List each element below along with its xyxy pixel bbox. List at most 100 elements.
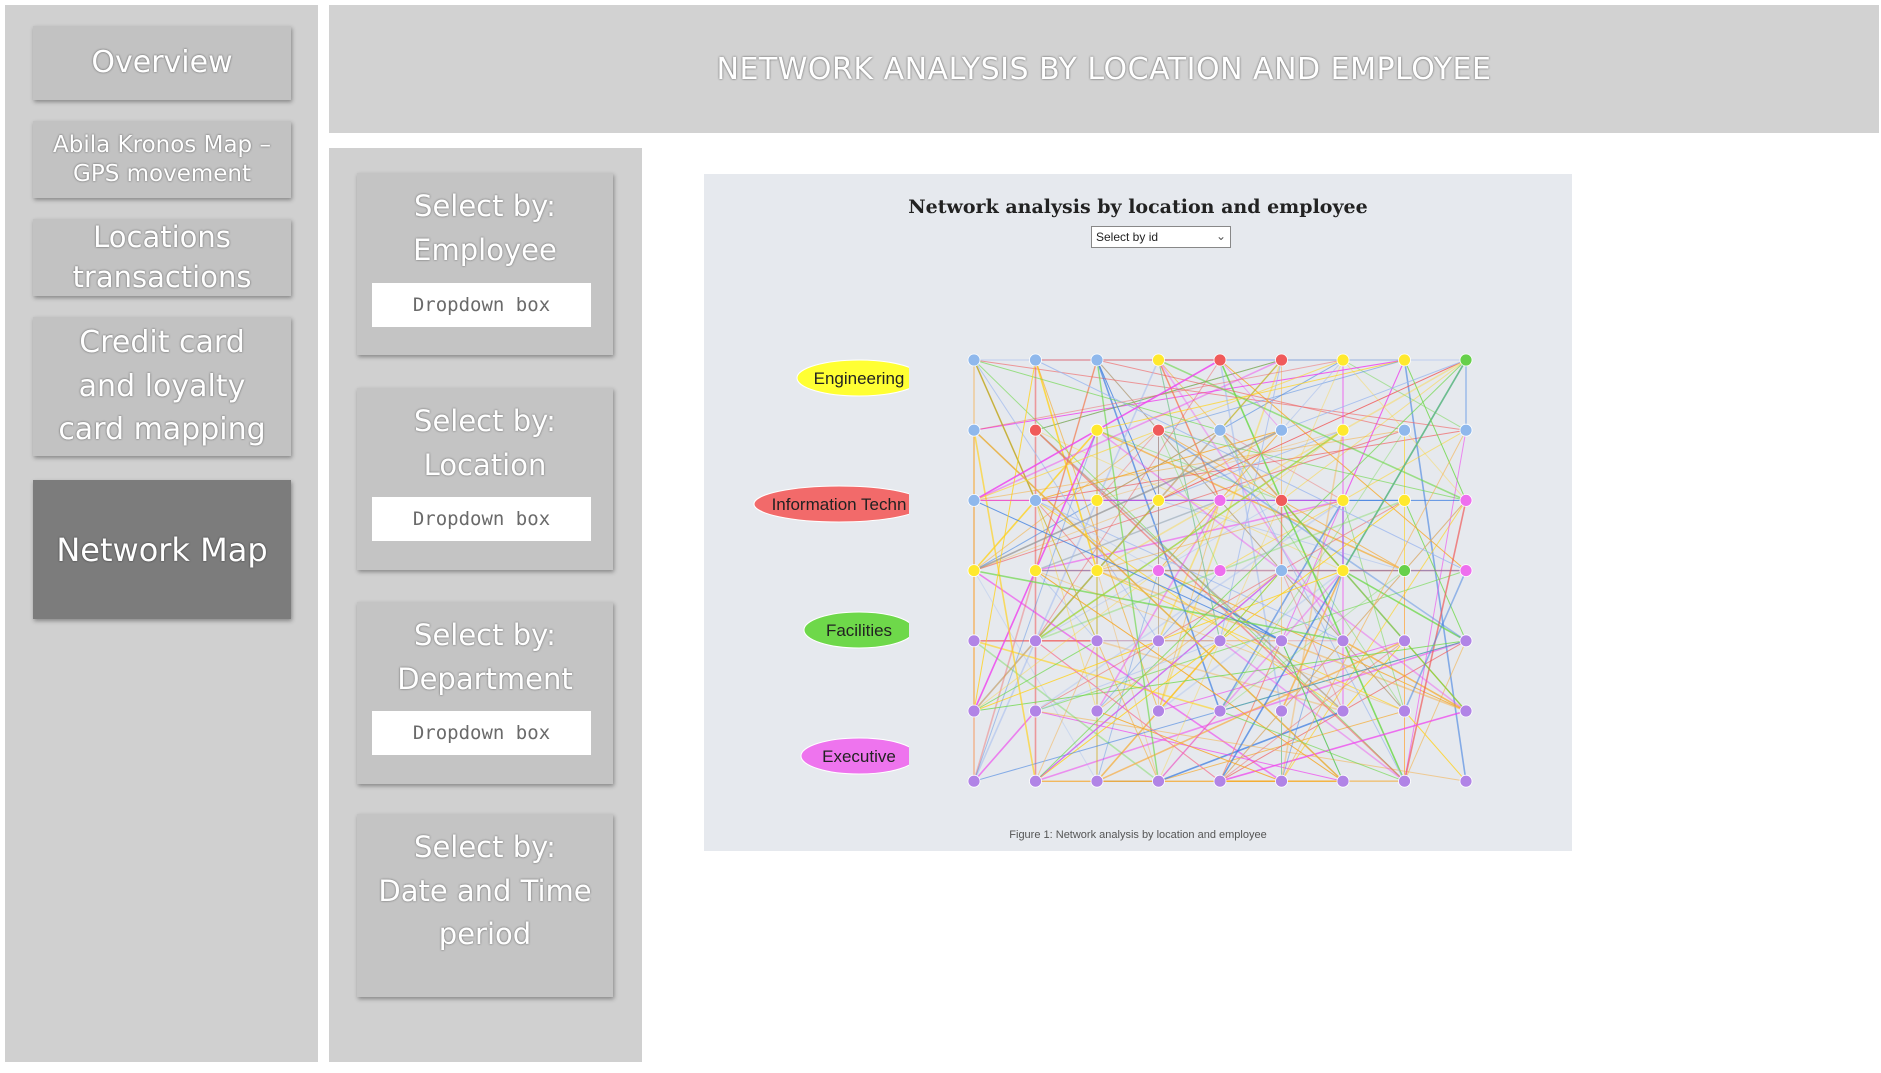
network-node[interactable] xyxy=(1336,634,1350,648)
network-edge xyxy=(1096,429,1159,501)
network-node[interactable] xyxy=(1213,704,1227,718)
network-node[interactable] xyxy=(1336,774,1350,788)
network-edge xyxy=(1035,500,1098,571)
network-edge xyxy=(1404,359,1467,501)
network-node[interactable] xyxy=(1213,493,1227,507)
network-node[interactable] xyxy=(1029,423,1042,437)
network-node[interactable] xyxy=(1213,353,1227,367)
network-edge xyxy=(1281,640,1344,782)
network-node[interactable] xyxy=(1029,353,1042,367)
department-dropdown[interactable]: Dropdown box xyxy=(372,711,591,755)
nav-card-mapping-button[interactable]: Credit card and loyalty card mapping xyxy=(33,317,291,456)
network-node[interactable] xyxy=(967,704,981,718)
network-edge xyxy=(973,359,1221,431)
network-node[interactable] xyxy=(1459,493,1473,507)
network-edge xyxy=(1035,570,1282,782)
network-node[interactable] xyxy=(1336,353,1350,367)
network-node[interactable] xyxy=(1213,774,1227,788)
nav-gps-map-button[interactable]: Abila Kronos Map – GPS movement xyxy=(33,121,291,198)
network-edge xyxy=(1096,570,1405,712)
network-edge xyxy=(1035,499,1159,572)
network-node[interactable] xyxy=(1090,353,1104,367)
network-edge xyxy=(1281,359,1467,431)
network-node[interactable] xyxy=(967,564,981,578)
network-node[interactable] xyxy=(1336,493,1350,507)
network-node[interactable] xyxy=(1275,423,1288,437)
network-node[interactable] xyxy=(1090,704,1104,718)
network-edge xyxy=(1219,429,1405,712)
date-time-filter-card[interactable]: Select by: Date and Time period xyxy=(357,814,613,997)
network-edge xyxy=(1035,500,1098,712)
network-node[interactable] xyxy=(1398,564,1411,578)
network-node[interactable] xyxy=(967,493,981,507)
network-node[interactable] xyxy=(1275,493,1288,507)
network-node[interactable] xyxy=(1213,634,1227,648)
network-edge xyxy=(1035,499,1221,572)
network-node[interactable] xyxy=(1459,423,1473,437)
network-node[interactable] xyxy=(1398,493,1411,507)
network-node[interactable] xyxy=(967,423,981,437)
network-edge xyxy=(973,430,1037,782)
network-node[interactable] xyxy=(1336,564,1350,578)
network-node[interactable] xyxy=(967,634,981,648)
network-node[interactable] xyxy=(1090,493,1104,507)
network-node[interactable] xyxy=(1459,634,1473,648)
network-edge xyxy=(1158,359,1467,502)
network-node[interactable] xyxy=(1459,774,1473,788)
employee-filter-title: Select by: Employee xyxy=(413,189,557,267)
network-node[interactable] xyxy=(1152,564,1165,578)
network-node[interactable] xyxy=(1275,774,1288,788)
network-node[interactable] xyxy=(1029,774,1042,788)
network-node[interactable] xyxy=(1090,774,1104,788)
network-node[interactable] xyxy=(967,774,981,788)
network-node[interactable] xyxy=(1090,423,1104,437)
network-edge xyxy=(1219,640,1405,782)
network-edge xyxy=(1035,640,1098,782)
page-title: NETWORK ANALYSIS BY LOCATION AND EMPLOYE… xyxy=(329,5,1879,133)
network-node[interactable] xyxy=(1275,353,1288,367)
network-edge xyxy=(1157,359,1283,712)
nav-locations-transactions-button[interactable]: Locations transactions xyxy=(33,219,291,296)
network-node[interactable] xyxy=(1090,564,1104,578)
network-node[interactable] xyxy=(1152,704,1165,718)
legend-label: Engineering xyxy=(814,369,905,388)
network-node[interactable] xyxy=(1029,493,1042,507)
network-node[interactable] xyxy=(1152,634,1165,648)
network-node[interactable] xyxy=(1459,704,1473,718)
network-node[interactable] xyxy=(1459,353,1473,367)
network-node[interactable] xyxy=(1152,353,1165,367)
network-node[interactable] xyxy=(1029,634,1042,648)
network-node[interactable] xyxy=(1275,704,1288,718)
network-node[interactable] xyxy=(1398,353,1411,367)
network-edge xyxy=(973,640,1467,712)
employee-dropdown[interactable]: Dropdown box xyxy=(372,283,591,327)
network-node[interactable] xyxy=(1152,423,1165,437)
network-edge xyxy=(973,710,1037,782)
nav-network-map-button[interactable]: Network Map xyxy=(33,480,291,619)
network-node[interactable] xyxy=(1090,634,1104,648)
network-node[interactable] xyxy=(1398,704,1411,718)
network-node[interactable] xyxy=(1029,564,1042,578)
network-edge xyxy=(1157,570,1344,782)
network-node[interactable] xyxy=(1336,704,1350,718)
nav-overview-button[interactable]: Overview xyxy=(33,26,291,100)
network-node[interactable] xyxy=(1152,774,1165,788)
network-graph[interactable]: Engineering Information Techn Facilities Ex… xyxy=(704,174,1572,851)
network-edge xyxy=(1404,640,1467,782)
location-filter-title: Select by: Location xyxy=(414,404,556,482)
network-node[interactable] xyxy=(1459,564,1473,578)
network-node[interactable] xyxy=(1398,634,1411,648)
network-edge xyxy=(1219,570,1282,642)
network-node[interactable] xyxy=(1275,564,1288,578)
network-node[interactable] xyxy=(1152,493,1165,507)
network-node[interactable] xyxy=(1336,423,1350,437)
location-dropdown[interactable]: Dropdown box xyxy=(372,497,591,541)
network-node[interactable] xyxy=(1029,704,1042,718)
network-node[interactable] xyxy=(1213,564,1227,578)
network-node[interactable] xyxy=(1213,423,1227,437)
id-select[interactable]: Select by id ⌄ xyxy=(1091,226,1231,248)
network-node[interactable] xyxy=(1398,423,1411,437)
network-node[interactable] xyxy=(1398,774,1411,788)
network-node[interactable] xyxy=(967,353,981,367)
network-node[interactable] xyxy=(1275,634,1288,648)
